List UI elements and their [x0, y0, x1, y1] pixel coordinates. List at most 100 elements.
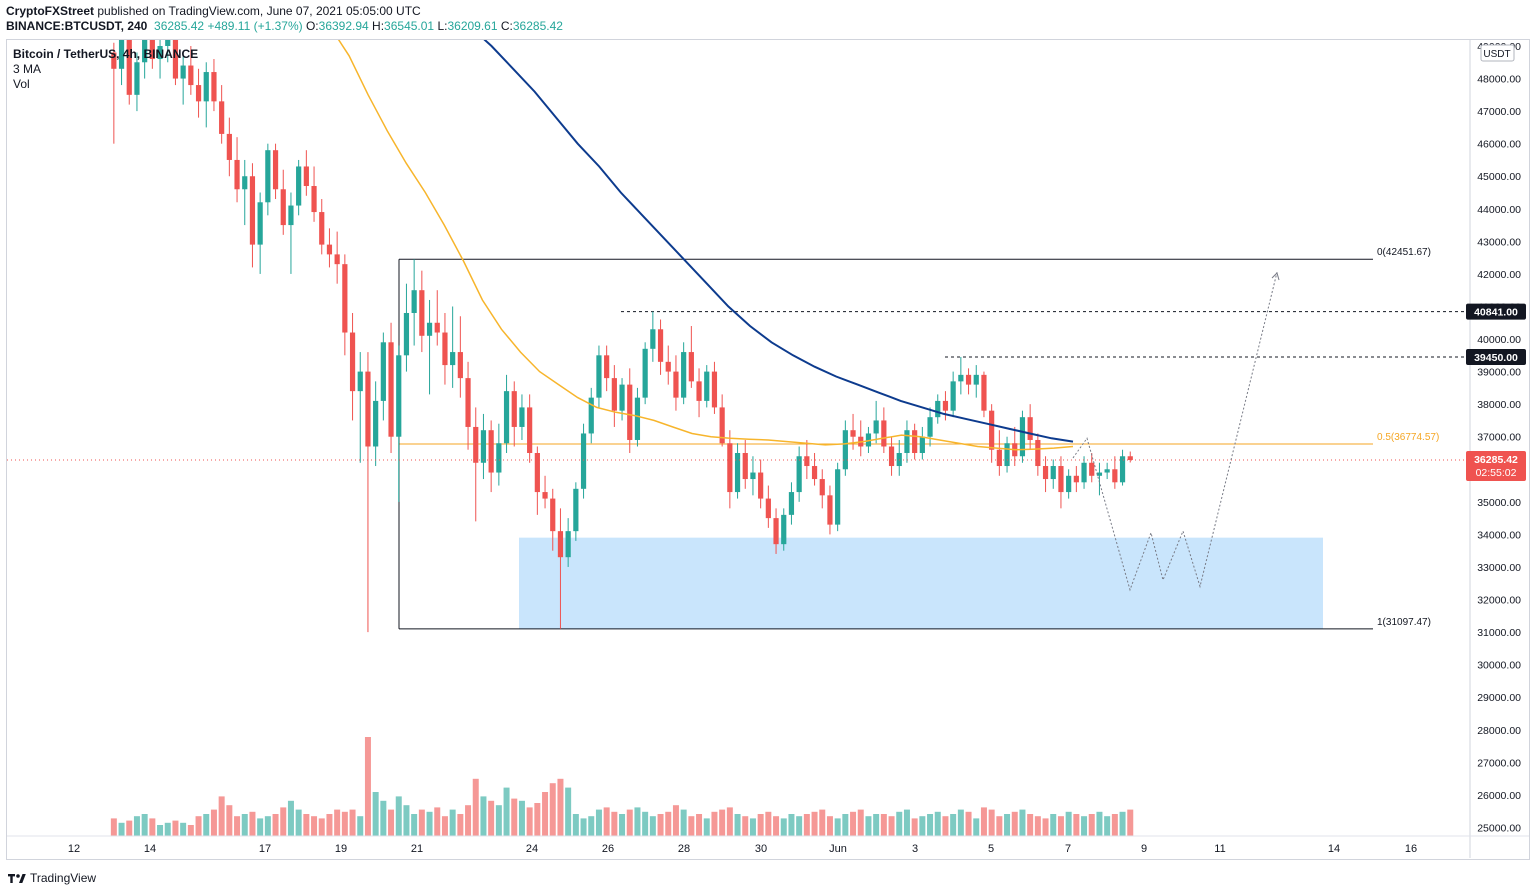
fib-label: 0(42451.67) — [1377, 247, 1431, 258]
volume-bar — [672, 805, 679, 836]
candle-body — [650, 329, 656, 349]
volume-bar — [896, 811, 903, 836]
volume-bar — [773, 816, 780, 836]
volume-bar — [719, 809, 726, 836]
volume-bar — [626, 809, 633, 836]
volume-bar — [534, 803, 541, 836]
currency-badge[interactable] — [1480, 44, 1515, 62]
candle-body — [673, 371, 679, 398]
volume-bar — [149, 818, 156, 836]
candle-body — [642, 348, 648, 398]
price-tick-label: 29000.00 — [1477, 692, 1521, 704]
volume-bar — [118, 822, 125, 836]
open-label: O: — [305, 19, 319, 33]
publish-info: CryptoFXStreet published on TradingView.… — [6, 4, 421, 18]
volume-bar — [349, 809, 356, 836]
candle-body — [473, 426, 479, 463]
volume-bar — [488, 800, 495, 836]
volume-bar — [480, 796, 487, 836]
time-tick-label: 11 — [1214, 843, 1225, 855]
time-tick-label: 28 — [678, 843, 690, 855]
volume-bar — [1004, 814, 1011, 836]
price-tick-label: 38000.00 — [1477, 399, 1521, 411]
candle-body — [1019, 417, 1026, 457]
volume-bar — [511, 798, 518, 836]
publisher-name[interactable]: CryptoFXStreet — [6, 4, 95, 18]
candle-body — [403, 312, 410, 356]
candle-body — [349, 332, 356, 392]
volume-bar — [726, 807, 733, 836]
candle-body — [357, 371, 363, 392]
candle-body — [665, 361, 671, 372]
candle-body — [1119, 456, 1126, 483]
candle-body — [842, 430, 848, 470]
volume-bar — [465, 805, 472, 836]
candle-body — [511, 391, 517, 427]
candle-body — [496, 443, 502, 473]
candle-body — [835, 469, 841, 525]
candle-body — [142, 40, 148, 63]
volume-bar — [796, 816, 803, 836]
ma-fast-line — [337, 40, 1074, 451]
candle-body — [195, 85, 202, 102]
candle-body — [850, 430, 856, 437]
candle-body — [719, 407, 725, 444]
volume-bar — [126, 820, 133, 836]
candle-body — [188, 65, 194, 86]
time-tick-label: 3 — [912, 843, 918, 855]
candle-body — [1096, 472, 1103, 476]
candle-body — [912, 430, 918, 453]
volume-bar — [734, 814, 741, 836]
candle-body — [434, 322, 440, 333]
candle-body — [942, 400, 949, 411]
candle-body — [180, 65, 186, 79]
candle-body — [711, 371, 718, 408]
volume-bar — [572, 814, 579, 836]
price-tick-label: 33000.00 — [1477, 562, 1521, 574]
volume-bar — [195, 816, 202, 836]
countdown-tag-label: 02:55:02 — [1476, 467, 1517, 479]
volume-bar — [280, 807, 287, 836]
footer-brand-text[interactable]: TradingView — [30, 871, 97, 885]
price-axis[interactable]: 25000.00 26000.00 27000.00 28000.00 29000.00… — [1469, 40, 1521, 858]
current-price-tag-bg — [1466, 450, 1526, 481]
price-tick-label: 42000.00 — [1477, 269, 1521, 281]
candle-body — [226, 133, 232, 160]
legend-ma[interactable]: 3 MA — [13, 62, 42, 76]
volume-bar — [1073, 814, 1080, 836]
volume-bar — [1050, 814, 1057, 836]
level-tag-label: 39450.00 — [1474, 352, 1518, 364]
time-tick-label: Jun — [829, 843, 847, 855]
candle-body — [234, 159, 240, 190]
candle-body — [742, 453, 748, 480]
time-tick-label: 30 — [755, 843, 767, 855]
candle-body — [1004, 443, 1010, 467]
volume-bar — [1034, 816, 1041, 836]
candle-body — [973, 374, 979, 385]
candle-body — [619, 384, 625, 411]
volume-bar — [580, 818, 587, 836]
volume-bar — [942, 816, 949, 836]
price-tick-label: 31000.00 — [1477, 627, 1521, 639]
price-tick-label: 40000.00 — [1477, 334, 1521, 346]
volume-bar — [803, 814, 810, 836]
candle-body — [989, 410, 995, 450]
candle-body — [919, 436, 925, 453]
candle-body — [1081, 462, 1087, 483]
volume-bar — [688, 816, 695, 836]
candle-body — [311, 186, 317, 213]
price-tick-label: 28000.00 — [1477, 725, 1521, 737]
volume-bar — [272, 814, 279, 836]
volume-bar — [164, 822, 171, 836]
candle-body — [465, 378, 471, 427]
volume-bar — [711, 811, 718, 836]
time-axis[interactable]: 12 14 17 19 21 24 26 28 30 Jun 3 5 7 9 11 14 16 — [7, 835, 1529, 855]
volume-bar — [996, 816, 1003, 836]
candle-body — [734, 453, 741, 493]
legend-vol[interactable]: Vol — [13, 77, 30, 91]
volume-bar — [757, 814, 764, 836]
volume-bar — [449, 809, 456, 836]
volume-bar — [749, 818, 756, 836]
time-tick-label: 7 — [1065, 843, 1071, 855]
